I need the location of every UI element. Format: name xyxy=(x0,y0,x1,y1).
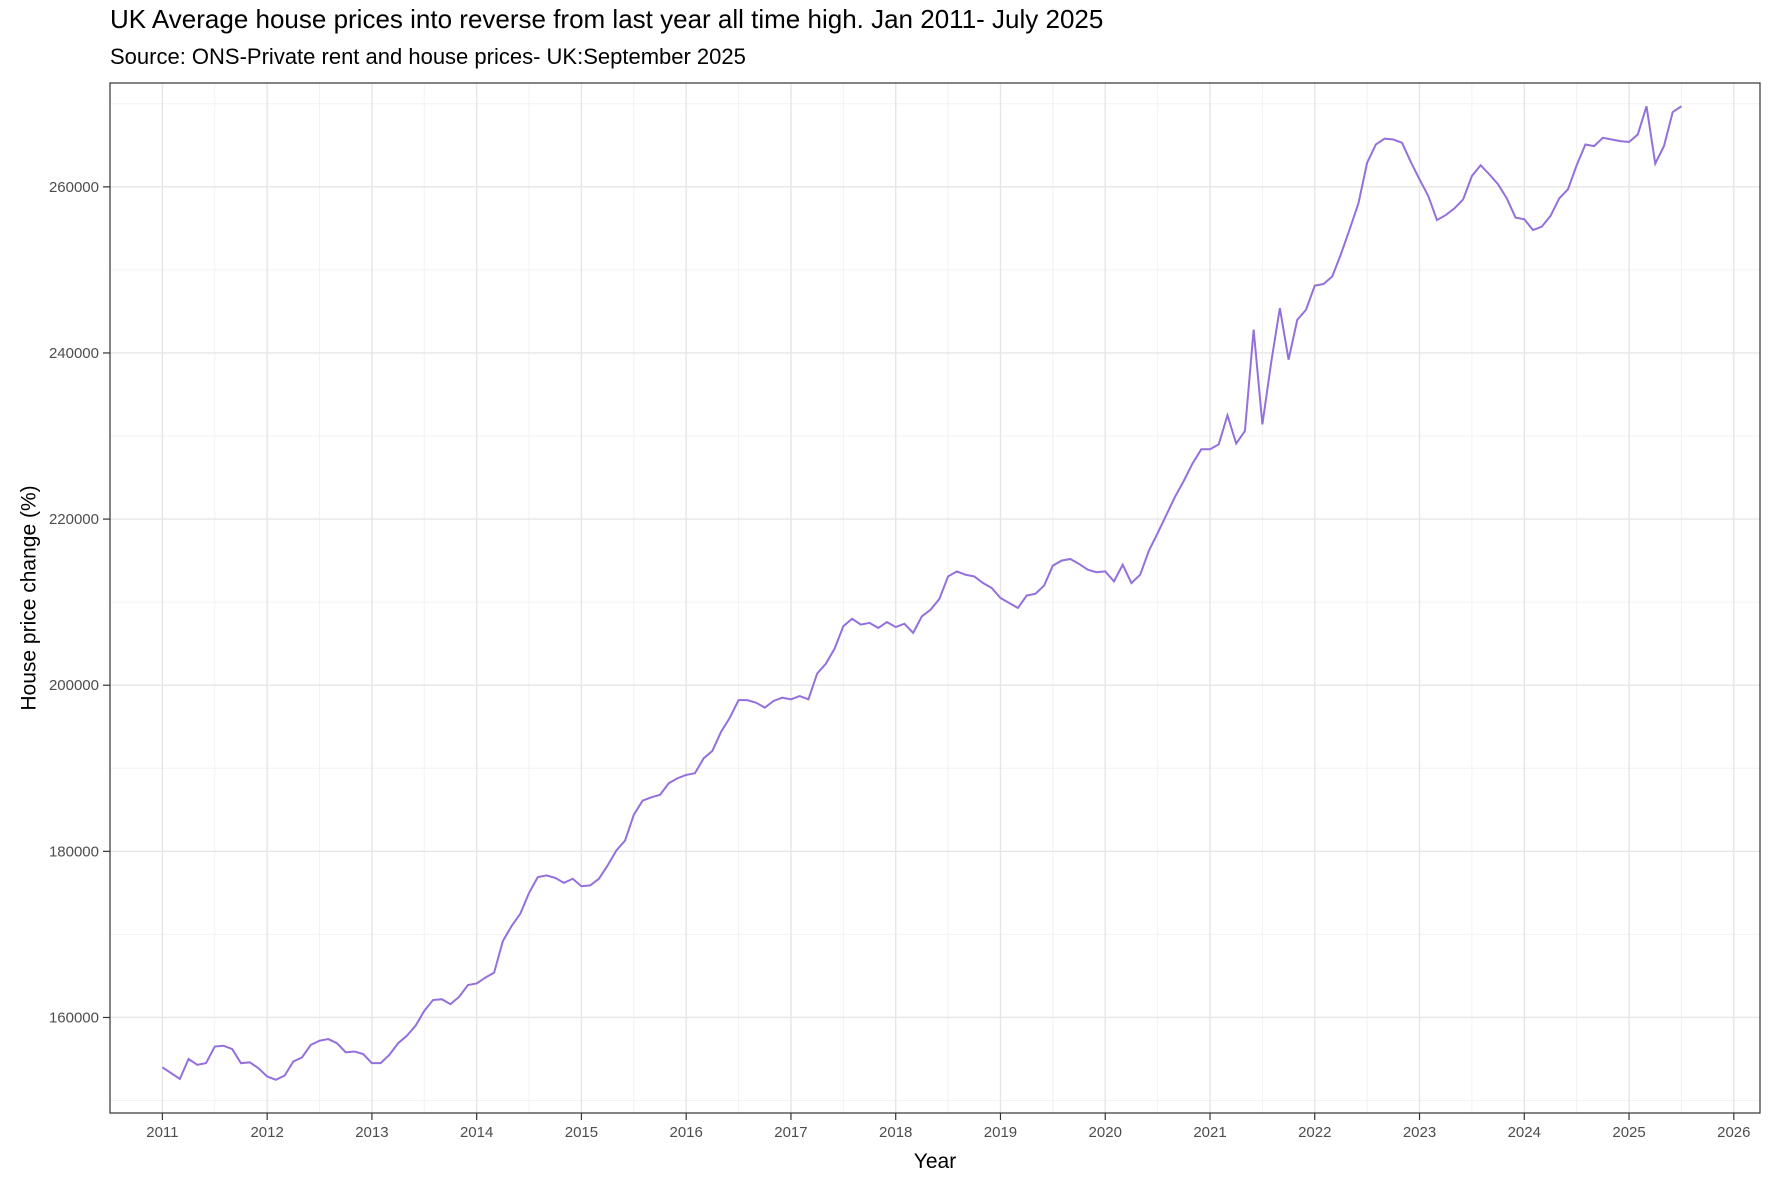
chart-subtitle: Source: ONS-Private rent and house price… xyxy=(110,44,746,69)
y-tick-label: 220000 xyxy=(49,511,99,528)
y-tick-label: 240000 xyxy=(49,345,99,362)
y-tick-label: 260000 xyxy=(49,179,99,196)
chart-title: UK Average house prices into reverse fro… xyxy=(110,4,1104,34)
x-tick-label: 2023 xyxy=(1403,1124,1436,1141)
x-tick-label: 2016 xyxy=(670,1124,703,1141)
x-tick-label: 2021 xyxy=(1193,1124,1226,1141)
x-axis-ticks: 2011 2012 2013 2014 2015 2016 2017 2018 2019 2020… xyxy=(146,1113,1750,1141)
x-tick-label: 2014 xyxy=(460,1124,493,1141)
y-tick-label: 180000 xyxy=(49,843,99,860)
x-tick-label: 2012 xyxy=(250,1124,283,1141)
y-tick-label: 160000 xyxy=(49,1009,99,1026)
x-tick-label: 2017 xyxy=(774,1124,807,1141)
minor-gridlines xyxy=(109,83,1760,1113)
x-tick-label: 2019 xyxy=(984,1124,1017,1141)
plot-panel xyxy=(110,83,1760,1113)
series-line xyxy=(161,105,1682,1081)
x-tick-label: 2020 xyxy=(1089,1124,1122,1141)
y-tick-label: 200000 xyxy=(49,677,99,694)
x-tick-label: 2025 xyxy=(1612,1124,1645,1141)
y-axis-ticks: 160000 180000 200000 220000 240000 260000 xyxy=(49,179,110,1026)
x-tick-label: 2011 xyxy=(146,1124,178,1141)
plot-border xyxy=(109,82,1761,1114)
x-axis-title: Year xyxy=(914,1150,956,1173)
y-axis-title: House price change (%) xyxy=(17,485,40,710)
x-tick-label: 2015 xyxy=(565,1124,598,1141)
x-tick-label: 2022 xyxy=(1298,1124,1331,1141)
x-tick-label: 2024 xyxy=(1508,1124,1541,1141)
x-tick-label: 2018 xyxy=(879,1124,912,1141)
major-gridlines xyxy=(110,83,1760,1113)
x-tick-label: 2026 xyxy=(1717,1124,1750,1141)
x-tick-label: 2013 xyxy=(355,1124,388,1141)
